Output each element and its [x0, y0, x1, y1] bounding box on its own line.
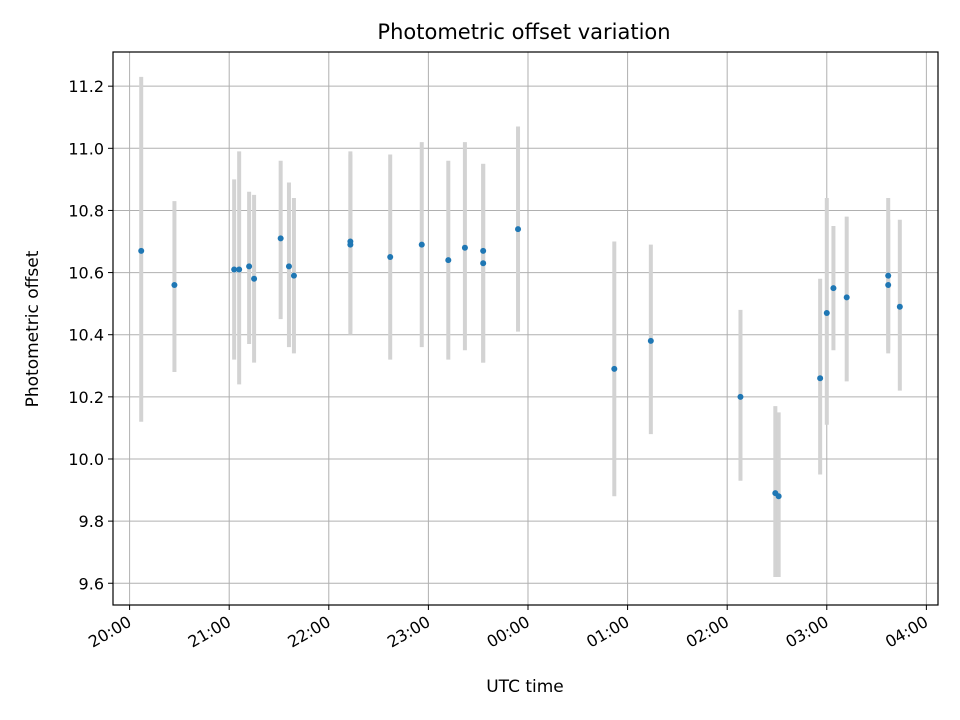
y-tick-label: 10.0: [68, 450, 104, 469]
data-point: [277, 235, 284, 242]
data-point: [347, 241, 354, 248]
data-point: [387, 254, 394, 261]
data-point: [445, 257, 452, 264]
data-point: [830, 285, 837, 292]
data-point: [480, 247, 487, 254]
y-axis-label: Photometric offset: [23, 250, 43, 407]
data-point: [236, 266, 243, 273]
data-point: [611, 365, 618, 372]
x-axis-label: UTC time: [486, 677, 564, 697]
x-tick-label: 00:00: [484, 612, 533, 652]
data-point: [823, 309, 830, 316]
x-tick-label: 04:00: [882, 612, 931, 652]
plot-frame: [112, 51, 939, 606]
y-tick-label: 10.2: [68, 388, 104, 407]
x-tick-label: 02:00: [683, 612, 732, 652]
y-tick-label: 10.4: [68, 326, 104, 345]
x-tick-label: 23:00: [384, 612, 433, 652]
x-tick-label: 03:00: [782, 612, 831, 652]
data-point: [285, 263, 292, 270]
y-tick-label: 10.6: [68, 264, 104, 283]
grid: [113, 52, 938, 605]
data-point: [817, 375, 824, 382]
data-point: [138, 247, 145, 254]
y-tick-label: 9.6: [79, 574, 104, 593]
data-point: [647, 337, 654, 344]
x-tick-label: 01:00: [583, 612, 632, 652]
data-point: [418, 241, 425, 248]
y-tick-label: 9.8: [79, 512, 104, 531]
y-tick-label: 11.2: [68, 77, 104, 96]
x-tick-label: 22:00: [284, 612, 333, 652]
data-point: [775, 493, 782, 500]
chart-title: Photometric offset variation: [377, 20, 670, 44]
x-tick-label: 20:00: [85, 612, 134, 652]
data-point: [290, 272, 297, 279]
data-point: [461, 244, 468, 251]
data-point: [251, 275, 258, 282]
data-point: [171, 282, 178, 289]
data-point: [885, 282, 892, 289]
data-point: [737, 393, 744, 400]
data-point: [231, 266, 238, 273]
data-point: [896, 303, 903, 310]
error-bars: [139, 76, 902, 578]
data-point: [246, 263, 253, 270]
data-point: [515, 226, 522, 233]
data-point: [885, 272, 892, 279]
data-point: [843, 294, 850, 301]
data-points: [138, 226, 903, 500]
y-tick-label: 11.0: [68, 139, 104, 158]
x-tick-label: 21:00: [185, 612, 234, 652]
data-point: [480, 260, 487, 267]
y-tick-label: 10.8: [68, 201, 104, 220]
axis-ticks: 20:00 21:00 22:00 23:00 00:00 01:00 02:00 03:00…: [68, 77, 931, 651]
